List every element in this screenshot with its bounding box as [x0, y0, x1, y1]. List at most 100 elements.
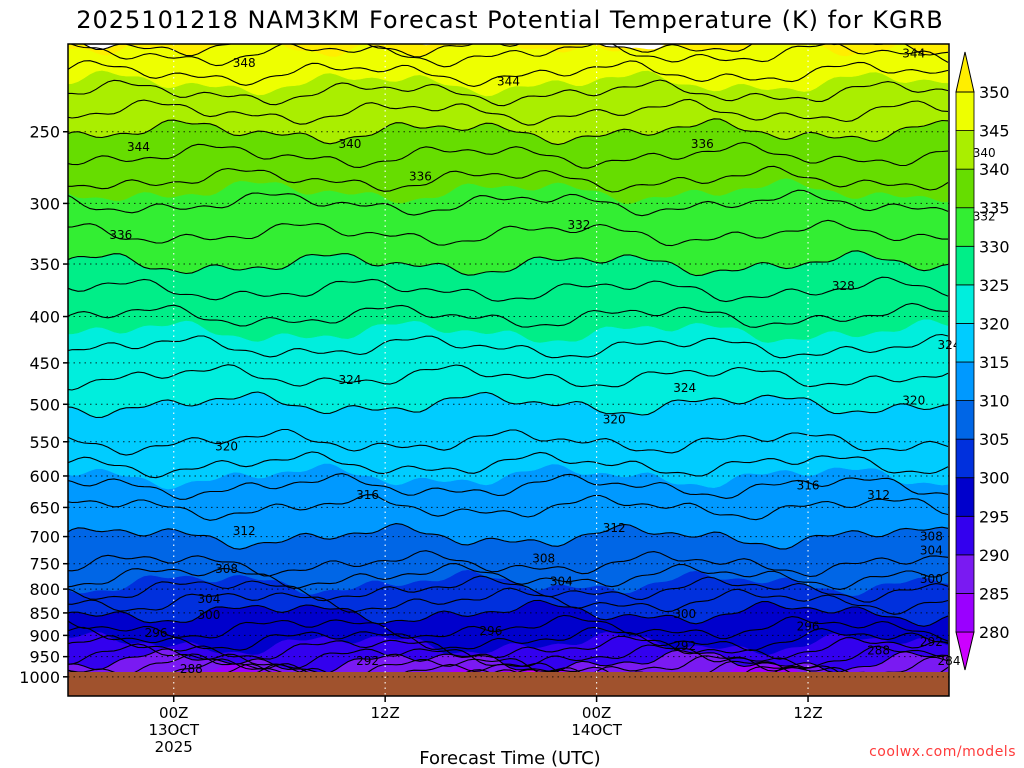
theta-bands	[68, 44, 949, 691]
y-tick-label: 350	[29, 255, 60, 274]
contour-label: 332	[568, 218, 591, 232]
contour-label: 304	[198, 592, 221, 606]
contour-292	[68, 643, 949, 669]
colorbar-swatch	[955, 361, 975, 401]
contour-344	[68, 79, 949, 107]
colorbar-swatch	[955, 91, 975, 131]
y-tick-label: 900	[29, 626, 60, 645]
contour-label: 308	[920, 530, 943, 544]
colorbar-tick-label: 350	[979, 83, 1010, 102]
contour-label: 344	[902, 47, 925, 61]
contour-326	[68, 302, 949, 328]
contour-310	[68, 523, 949, 550]
contour-312	[68, 494, 949, 521]
y-tick-label: 650	[29, 498, 60, 517]
y-tick-label: 500	[29, 395, 60, 414]
colorbar-tick-label: 330	[979, 237, 1010, 256]
colorbar-tick-label: 315	[979, 353, 1010, 372]
colorbar-tick-label: 345	[979, 122, 1010, 141]
contour-label: 336	[691, 137, 714, 151]
y-tick-label: 800	[29, 580, 60, 599]
contour-328	[68, 276, 949, 303]
y-tick-label: 700	[29, 528, 60, 547]
x-axis-label: Forecast Time (UTC)	[419, 748, 600, 768]
colorbar-tick-label: 305	[979, 430, 1010, 449]
contour-340	[68, 118, 949, 146]
contour-label: 316	[797, 479, 820, 493]
contour-342	[68, 98, 949, 126]
colorbar-swatch	[955, 130, 975, 170]
contour-316	[68, 451, 949, 479]
colorbar-swatch	[955, 207, 975, 247]
contour-322	[68, 364, 949, 391]
grid-lines	[68, 44, 949, 696]
colorbar-tick-label: 335	[979, 199, 1010, 218]
colorbar-tick-label: 340	[979, 160, 1010, 179]
x-tick-label: 13OCT	[148, 721, 199, 739]
contour-304	[68, 575, 949, 603]
contour-label: 316	[356, 488, 379, 502]
contour-300	[68, 599, 949, 627]
contour-314	[68, 473, 949, 500]
contour-label: 344	[497, 74, 520, 88]
contour-label: 296	[479, 624, 502, 638]
contour-296	[68, 626, 949, 652]
contour-label: 308	[532, 551, 555, 565]
colorbar-tick-label: 325	[979, 276, 1010, 295]
colorbar-swatch	[955, 245, 975, 286]
contour-298	[68, 614, 949, 642]
contour-label: 336	[409, 169, 432, 183]
contour-label: 308	[215, 562, 238, 576]
contour-label: 340	[973, 146, 996, 160]
contour-label: 320	[215, 440, 238, 454]
x-tick-label: 00Z	[582, 704, 611, 722]
x-tick-label: 12Z	[370, 704, 399, 722]
colorbar-swatch	[955, 515, 975, 556]
ground-surface	[68, 672, 949, 696]
contour-label: 312	[603, 521, 626, 535]
y-tick-label: 850	[29, 604, 60, 623]
y-tick-label: 750	[29, 555, 60, 574]
x-tick-label: 14OCT	[571, 721, 622, 739]
contour-label: 300	[920, 572, 943, 586]
colorbar-extend-high	[955, 51, 975, 93]
colorbar-swatch	[955, 593, 975, 633]
contour-labels: 348 344 344 344 340 340 336 336 336 332 332 328 324 3…	[109, 47, 995, 676]
colorbar-swatch	[955, 323, 975, 363]
contour-label: 348	[233, 56, 256, 70]
theta-contours	[68, 44, 949, 691]
credit-text: coolwx.com/models	[869, 744, 1016, 760]
contour-288	[68, 653, 949, 680]
colorbar-tick-label: 285	[979, 584, 1010, 603]
contour-label: 304	[920, 543, 943, 557]
contour-320	[68, 391, 949, 419]
chart-title: 2025101218 NAM3KM Forecast Potential Tem…	[76, 6, 944, 34]
y-tick-label: 400	[29, 308, 60, 327]
colorbar-swatch	[955, 284, 975, 324]
colorbar-tick-label: 320	[979, 314, 1010, 333]
colorbar-swatch	[955, 168, 975, 209]
contour-336	[68, 165, 949, 193]
contour-334	[68, 189, 949, 217]
colorbar-swatch	[955, 554, 975, 594]
contour-label: 296	[145, 626, 168, 640]
contour-318	[68, 428, 949, 456]
colorbar-tick-label: 280	[979, 623, 1010, 642]
x-tick-label: 2025	[155, 738, 193, 756]
contour-label: 312	[233, 524, 256, 538]
plot-frame	[67, 43, 950, 697]
colorbar-tick-label: 290	[979, 546, 1010, 565]
contour-332	[68, 219, 948, 247]
colorbar: 2802852902953003053103153203253303353403…	[955, 51, 1010, 671]
contour-346	[68, 60, 949, 87]
y-tick-label: 300	[29, 194, 60, 213]
contour-label: 296	[797, 620, 820, 634]
contour-label: 332	[973, 209, 996, 223]
contour-348	[69, 44, 949, 68]
contour-label: 344	[127, 140, 150, 154]
contour-label: 300	[198, 608, 221, 622]
band-345-350	[68, 44, 949, 97]
contour-label: 324	[338, 373, 361, 387]
